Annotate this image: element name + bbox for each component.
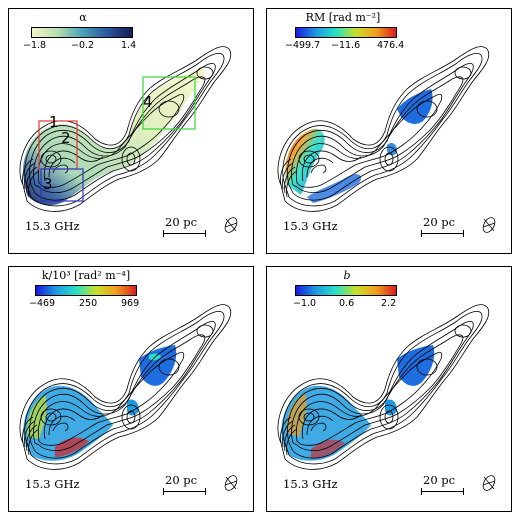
colorbar-tick-mid: 250 — [79, 298, 98, 309]
colorbar — [31, 27, 133, 38]
colorbar — [295, 285, 397, 296]
region-box-3 — [40, 168, 84, 202]
scale-label: 20 pc — [165, 473, 198, 487]
region-label-3: 3 — [43, 175, 53, 193]
region-label-1: 1 — [49, 113, 59, 131]
frequency-label: 15.3 GHz — [25, 477, 80, 491]
colorbar — [35, 285, 137, 296]
beam-ellipse — [224, 475, 238, 491]
colorbar-tick-min: −499.7 — [285, 40, 321, 51]
region-box-4 — [142, 76, 196, 130]
scale-bar — [163, 488, 206, 495]
scale-bar — [421, 230, 464, 237]
colorbar-tick-min: −1.8 — [23, 40, 47, 51]
b-parameter-panel: b −1.0 0.6 2.2 15.3 GHz 20 pc — [266, 266, 512, 512]
b-map — [277, 304, 496, 491]
colorbar-tick-min: −469 — [29, 298, 56, 309]
scale-bar — [163, 230, 206, 237]
colorbar-tick-max: 2.2 — [381, 298, 397, 309]
colorbar-tick-max: 1.4 — [121, 40, 137, 51]
scale-bar — [421, 488, 464, 495]
colorbar-tick-mid: 0.6 — [339, 298, 355, 309]
colorbar-tick-mid: −11.6 — [331, 40, 361, 51]
scale-label: 20 pc — [165, 215, 198, 229]
colorbar-title: α — [79, 11, 87, 24]
region-label-2: 2 — [61, 129, 71, 147]
k-parameter-panel: k/10³ [rad² m⁻⁴] −469 250 969 15.3 GHz 2… — [8, 266, 254, 512]
beam-ellipse — [482, 475, 496, 491]
beam-ellipse — [482, 217, 496, 233]
frequency-label: 15.3 GHz — [283, 219, 338, 233]
colorbar-title: RM [rad m⁻²] — [305, 11, 381, 24]
spectral-index-panel: α −1.8 −0.2 1.4 1 2 3 4 15.3 GHz 20 pc — [8, 8, 254, 254]
scale-label: 20 pc — [423, 473, 456, 487]
alpha-map — [19, 46, 238, 233]
colorbar-tick-max: 476.4 — [377, 40, 405, 51]
colorbar-tick-mid: −0.2 — [71, 40, 95, 51]
colorbar — [295, 27, 397, 38]
colorbar-tick-min: −1.0 — [293, 298, 317, 309]
colorbar-title: b — [343, 269, 351, 282]
beam-ellipse — [224, 217, 238, 233]
k-map — [19, 304, 238, 491]
scale-label: 20 pc — [423, 215, 456, 229]
region-label-4: 4 — [143, 93, 153, 111]
rotation-measure-panel: RM [rad m⁻²] −499.7 −11.6 476.4 15.3 GHz… — [266, 8, 512, 254]
colorbar-tick-max: 969 — [121, 298, 140, 309]
rm-map — [277, 46, 496, 233]
frequency-label: 15.3 GHz — [283, 477, 338, 491]
colorbar-title: k/10³ [rad² m⁻⁴] — [41, 269, 131, 282]
frequency-label: 15.3 GHz — [25, 219, 80, 233]
